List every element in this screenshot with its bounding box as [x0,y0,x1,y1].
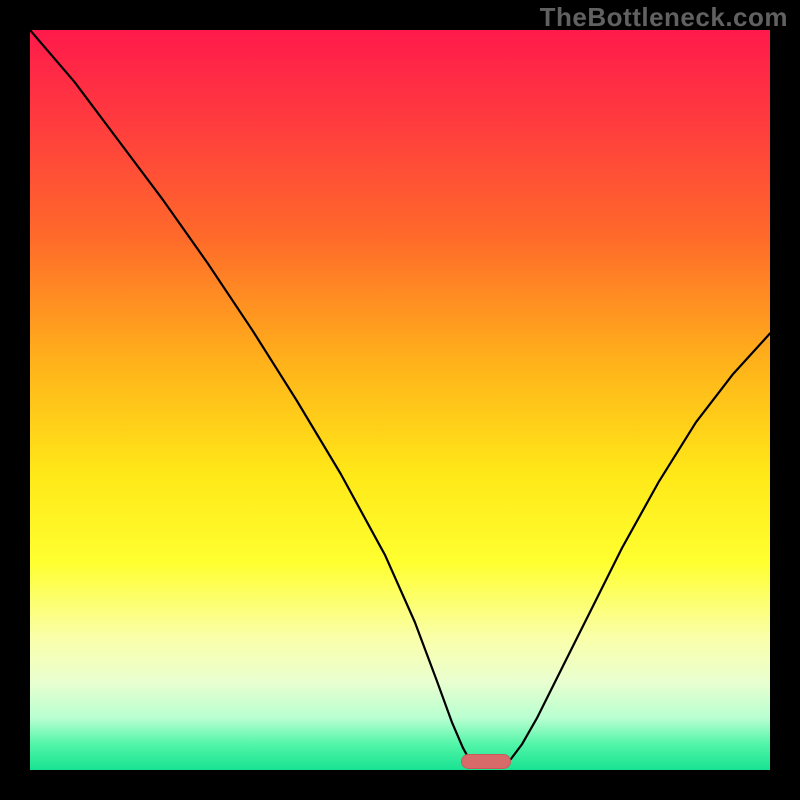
chart-container: TheBottleneck.com [0,0,800,800]
optimum-marker [461,754,511,769]
bottleneck-curve [30,30,770,770]
plot-area [30,30,770,770]
watermark-text: TheBottleneck.com [540,2,788,33]
